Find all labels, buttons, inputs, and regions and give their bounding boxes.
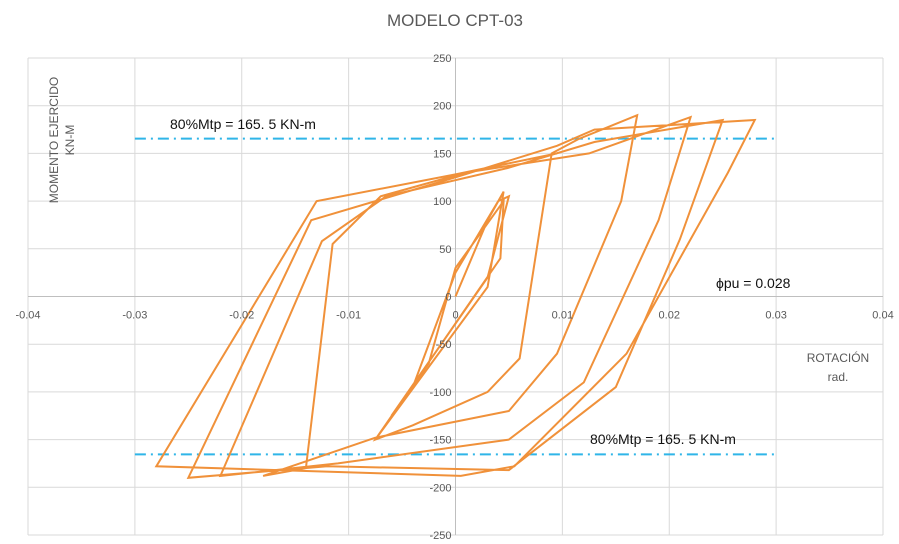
- x-axis-label-line2: rad.: [828, 370, 849, 384]
- tick-labels: -250 -200 -150 -100 -50 0 50 100 150 200 250 -0.04 -…: [15, 53, 893, 542]
- x-tick-label: -0.01: [336, 310, 361, 322]
- y-axis-label-line1: MOMENTO EJERCIDO: [47, 77, 61, 203]
- lower-reference-label: 80%Mtp = 165. 5 KN-m: [590, 431, 736, 447]
- y-tick-label: -150: [429, 435, 451, 447]
- upper-reference-label: 80%Mtp = 165. 5 KN-m: [170, 116, 316, 132]
- y-tick-label: 150: [433, 148, 451, 160]
- y-tick-label: -100: [429, 387, 451, 399]
- x-tick-label: 0.03: [765, 310, 786, 322]
- y-tick-label: 50: [439, 244, 451, 256]
- x-tick-label: 0.01: [552, 310, 573, 322]
- ultimate-rotation-label: ϕpu = 0.028: [716, 275, 791, 291]
- reference-lines: [134, 137, 777, 456]
- x-tick-label: 0.04: [872, 310, 893, 322]
- x-tick-label: 0.02: [659, 310, 680, 322]
- x-tick-label: -0.04: [15, 310, 40, 322]
- y-axis-label-line2: KN-M: [63, 125, 77, 156]
- series-layer: [154, 113, 757, 479]
- y-tick-label: -250: [429, 530, 451, 542]
- y-tick-label: 0: [445, 292, 451, 304]
- chart-title: MODELO CPT-03: [387, 11, 523, 30]
- y-tick-label: 250: [433, 53, 451, 65]
- y-tick-label: 200: [433, 101, 451, 113]
- x-axis-label-line1: ROTACIÓN: [807, 350, 869, 365]
- x-tick-label: -0.03: [122, 310, 147, 322]
- x-tick-label: 0: [452, 310, 458, 322]
- y-tick-label: -200: [429, 482, 451, 494]
- x-tick-label: -0.02: [229, 310, 254, 322]
- y-tick-label: -50: [436, 339, 452, 351]
- hysteresis-series-line: [154, 113, 757, 479]
- y-tick-label: 100: [433, 196, 451, 208]
